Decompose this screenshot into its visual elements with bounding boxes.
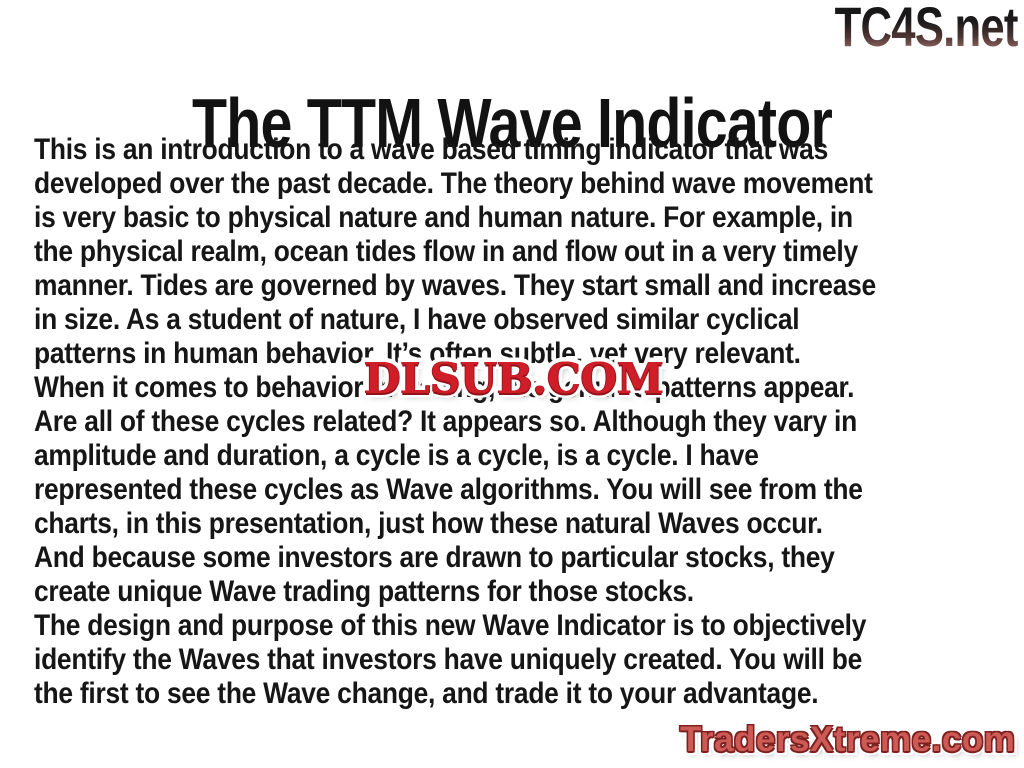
body-line: charts, in this presentation, just how t… [34,507,823,540]
body-line: is very basic to physical nature and hum… [34,201,853,234]
body-line: create unique Wave trading patterns for … [34,575,694,608]
body-line: identify the Waves that investors have u… [34,643,863,676]
body-line: the first to see the Wave change, and tr… [34,677,819,710]
body-line: Are all of these cycles related? It appe… [34,405,857,438]
dlsub-com-watermark: DLSUB.COM [364,355,664,404]
body-line: developed over the past decade. The theo… [34,167,873,200]
body-line: This is an introduction to a wave based … [34,133,829,166]
tradersxtreme-com-watermark: TradersXtreme.com [680,718,1016,762]
slide-body-text: This is an introduction to a wave based … [34,133,984,711]
slide-title: The TTM Wave Indicator [191,83,833,162]
body-line: The design and purpose of this new Wave … [34,609,867,642]
body-line: represented these cycles as Wave algorit… [34,473,863,506]
body-line: And because some investors are drawn to … [34,541,835,574]
body-line: in size. As a student of nature, I have … [34,303,800,336]
body-line: amplitude and duration, a cycle is a cyc… [34,439,759,472]
body-line: manner. Tides are governed by waves. The… [34,269,876,302]
body-line: the physical realm, ocean tides flow in … [34,235,858,268]
tc4s-net-watermark: TC4S.net [834,0,1019,58]
